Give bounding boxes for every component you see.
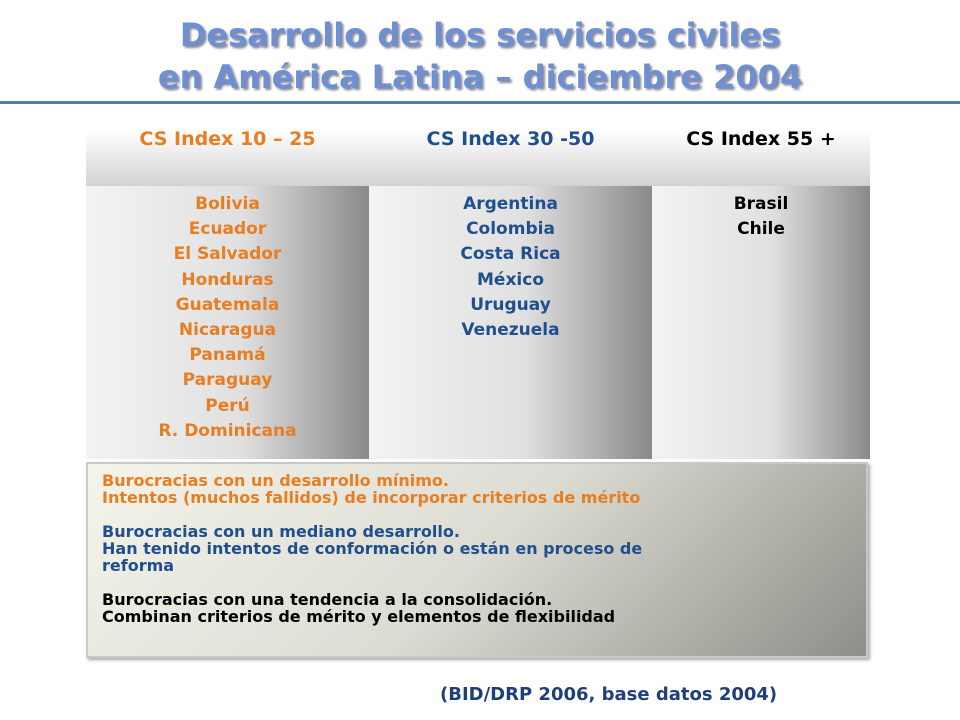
country-item: Argentina bbox=[463, 194, 558, 214]
country-item: Uruguay bbox=[470, 294, 551, 315]
country-item: Chile bbox=[737, 219, 785, 240]
legend-line: reforma bbox=[102, 556, 175, 575]
legend-line: Burocracias con un desarrollo mínimo. bbox=[102, 471, 449, 490]
country-list: Bolivia Ecuador El Salvador Honduras Gua… bbox=[86, 186, 369, 459]
country-item: Nicaragua bbox=[178, 320, 277, 341]
legend-group-mid: Burocracias con un mediano desarrollo. H… bbox=[102, 523, 866, 574]
legend-line: Burocracias con una tendencia a la conso… bbox=[102, 590, 553, 609]
country-item: Guatemala bbox=[175, 294, 280, 315]
country-item: Brasil bbox=[733, 194, 789, 214]
title-line-2: en América Latina – diciembre 2004 bbox=[157, 58, 803, 96]
legend-line: Intentos (muchos fallidos) de incorporar… bbox=[102, 488, 641, 507]
column-cs-index-low: CS Index 10 – 25 Bolivia Ecuador El Salv… bbox=[86, 116, 369, 459]
legend-group-low: Burocracias con un desarrollo mínimo. In… bbox=[102, 472, 866, 506]
legend-group-high: Burocracias con una tendencia a la conso… bbox=[102, 591, 866, 625]
country-item: México bbox=[477, 269, 544, 290]
country-item: Paraguay bbox=[182, 370, 273, 391]
country-item: Honduras bbox=[181, 269, 274, 290]
legend-box: Burocracias con un desarrollo mínimo. In… bbox=[86, 462, 868, 658]
country-item: Costa Rica bbox=[460, 244, 561, 265]
column-header: CS Index 55 + bbox=[652, 116, 870, 186]
country-item: R. Dominicana bbox=[158, 420, 297, 441]
legend-line: Burocracias con un mediano desarrollo. bbox=[102, 522, 460, 541]
country-list: Argentina Colombia Costa Rica México Uru… bbox=[369, 186, 652, 459]
country-item: Colombia bbox=[466, 219, 555, 240]
country-item: Bolivia bbox=[195, 194, 260, 214]
column-header: CS Index 10 – 25 bbox=[86, 116, 369, 186]
country-item: Venezuela bbox=[461, 320, 560, 341]
column-header: CS Index 30 -50 bbox=[369, 116, 652, 186]
country-item: El Salvador bbox=[173, 244, 282, 265]
column-cs-index-high: CS Index 55 + Brasil Chile bbox=[652, 116, 870, 459]
country-item: Perú bbox=[205, 395, 250, 416]
title-underline bbox=[0, 101, 960, 104]
source-citation: (BID/DRP 2006, base datos 2004) bbox=[440, 684, 778, 705]
legend-line: Han tenido intentos de conformación o es… bbox=[102, 539, 643, 558]
country-item: Panamá bbox=[189, 345, 266, 366]
column-cs-index-mid: CS Index 30 -50 Argentina Colombia Costa… bbox=[369, 116, 652, 459]
title-line-1: Desarrollo de los servicios civiles bbox=[179, 16, 781, 54]
slide-title: Desarrollo de los servicios civiles en A… bbox=[0, 14, 960, 98]
legend-line: Combinan criterios de mérito y elementos… bbox=[102, 607, 616, 626]
country-list: Brasil Chile bbox=[652, 186, 870, 459]
country-item: Ecuador bbox=[188, 219, 267, 240]
